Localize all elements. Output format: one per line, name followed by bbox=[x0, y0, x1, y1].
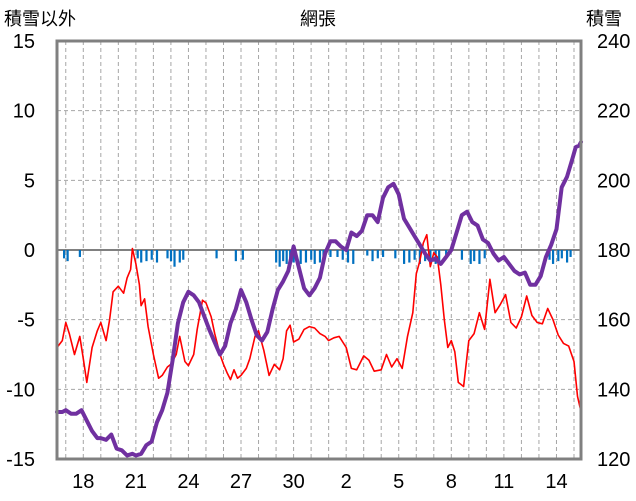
precip-bar bbox=[548, 250, 551, 260]
precip-bar bbox=[145, 250, 148, 262]
precip-bar bbox=[473, 250, 476, 262]
precip-bar bbox=[346, 250, 350, 263]
x-tick-label: 24 bbox=[177, 471, 199, 493]
y-left-tick-label: 10 bbox=[13, 101, 35, 123]
plot-frame bbox=[55, 39, 583, 461]
precip-bar bbox=[565, 250, 569, 263]
precip-bar bbox=[429, 250, 432, 259]
precip-bar bbox=[63, 250, 66, 259]
precip-bar bbox=[376, 250, 379, 259]
precip-bar bbox=[241, 250, 244, 260]
y-right-tick-label: 180 bbox=[597, 240, 630, 262]
precip-bar bbox=[178, 250, 181, 263]
precip-bar bbox=[136, 250, 139, 259]
precip-bar bbox=[413, 250, 416, 260]
precip-bar bbox=[304, 250, 308, 263]
precip-bar bbox=[381, 250, 385, 257]
y-left-label: 積雪以外 bbox=[4, 9, 76, 29]
y-right-tick-label: 120 bbox=[597, 449, 630, 471]
precip-bar bbox=[366, 250, 369, 256]
snow-depth-line bbox=[55, 140, 583, 458]
precip-bar bbox=[313, 250, 316, 264]
precip-bar bbox=[78, 250, 81, 257]
y-left-tick-label: 15 bbox=[13, 31, 35, 53]
precip-bar bbox=[569, 250, 572, 257]
y-right-tick-label: 220 bbox=[597, 101, 630, 123]
precip-bar bbox=[234, 250, 237, 262]
x-tick-label: 21 bbox=[125, 471, 147, 493]
precip-bar bbox=[166, 250, 169, 259]
precip-bar bbox=[278, 250, 281, 267]
precip-bar bbox=[169, 250, 173, 262]
precip-bar bbox=[341, 250, 344, 260]
precip-bar bbox=[469, 250, 472, 264]
x-tick-label: 5 bbox=[393, 471, 404, 493]
precip-bar bbox=[557, 250, 560, 262]
precip-bar bbox=[66, 250, 69, 262]
precip-bar bbox=[371, 250, 374, 262]
y-left-tick-label: 0 bbox=[24, 240, 35, 262]
precip-bar bbox=[140, 250, 143, 263]
chart-title: 網張 bbox=[300, 9, 336, 29]
precip-bar bbox=[460, 250, 464, 260]
x-tick-label: 14 bbox=[545, 471, 567, 493]
x-tick-label: 30 bbox=[282, 471, 304, 493]
temperature-line bbox=[56, 233, 582, 413]
precip-bar bbox=[402, 250, 406, 264]
y-right-tick-label: 160 bbox=[597, 310, 630, 332]
x-tick-label: 2 bbox=[341, 471, 352, 493]
precip-bar bbox=[329, 250, 332, 257]
precip-bar bbox=[150, 250, 153, 260]
precip-bar bbox=[292, 250, 295, 263]
precip-bar bbox=[318, 250, 322, 263]
precip-bar bbox=[551, 250, 555, 264]
x-tick-label: 18 bbox=[72, 471, 94, 493]
precip-bar bbox=[394, 250, 397, 259]
precip-bar bbox=[285, 250, 288, 264]
y-right-tick-label: 140 bbox=[597, 379, 630, 401]
precip-bar bbox=[483, 250, 486, 259]
y-left-tick-label: -15 bbox=[6, 449, 35, 471]
x-tick-label: 11 bbox=[494, 471, 515, 493]
precip-bar bbox=[438, 250, 441, 262]
precip-bar bbox=[275, 250, 278, 263]
precip-bar bbox=[478, 250, 481, 264]
precip-bar bbox=[282, 250, 285, 262]
y-right-label: 積雪 bbox=[586, 9, 622, 29]
precip-bar bbox=[408, 250, 411, 263]
y-left-tick-label: 5 bbox=[24, 170, 35, 192]
y-right-tick-label: 200 bbox=[597, 170, 630, 192]
y-left-tick-label: -10 bbox=[6, 379, 35, 401]
precip-bar bbox=[155, 250, 159, 263]
precip-bar bbox=[336, 250, 339, 257]
x-tick-label: 8 bbox=[446, 471, 457, 493]
x-tick-label: 27 bbox=[230, 471, 252, 493]
precip-bar bbox=[299, 250, 302, 264]
plot-area: 15 10 5 0 -5 -10 -15 240 220 200 180 160 140 120 18 21 2… bbox=[6, 31, 630, 493]
precip-bar bbox=[352, 250, 355, 264]
y-left-tick-label: -5 bbox=[17, 310, 35, 332]
y-right-tick-label: 240 bbox=[597, 31, 630, 53]
precip-bar bbox=[215, 250, 218, 259]
precip-bar bbox=[310, 250, 313, 260]
precip-bar bbox=[560, 250, 563, 259]
precip-bar bbox=[173, 250, 176, 267]
precip-bar bbox=[182, 250, 185, 260]
